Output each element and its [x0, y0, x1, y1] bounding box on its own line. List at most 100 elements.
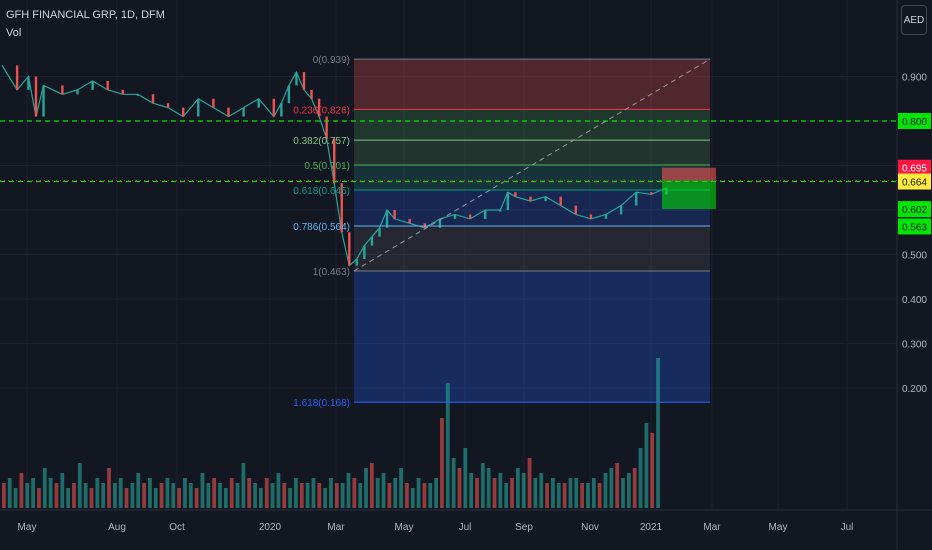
volume-bar: [54, 483, 59, 508]
candle: [340, 183, 343, 233]
fib-zone-0.786: [354, 226, 710, 271]
volume-bar: [229, 478, 234, 508]
volume-bar: [626, 473, 631, 508]
volume-bar: [334, 483, 339, 508]
y-tick-label: 0.400: [902, 295, 927, 306]
candle: [393, 210, 396, 219]
candle: [499, 210, 502, 212]
volume-bar: [136, 473, 141, 508]
volume-bar: [25, 483, 30, 508]
volume-bar: [200, 473, 205, 508]
volume-bar: [562, 483, 567, 508]
volume-bar: [346, 473, 351, 508]
candle: [363, 245, 366, 259]
candle: [370, 236, 374, 246]
volume-bar: [282, 483, 287, 508]
candle: [438, 218, 442, 228]
fib-label-0.786: 0.786(0.564): [293, 222, 350, 233]
volume-bar: [416, 478, 421, 508]
volume-bar: [212, 478, 217, 508]
volume-bar: [148, 478, 152, 508]
y-tick-label: 0.500: [902, 251, 927, 262]
volume-bar: [48, 478, 53, 508]
volume-bar: [153, 488, 158, 508]
volume-bar: [650, 433, 655, 508]
volume-bar: [656, 358, 660, 508]
candle: [227, 107, 230, 117]
volume-bar: [486, 468, 491, 508]
fib-zone-0: [354, 59, 710, 110]
volume-bar: [253, 483, 257, 508]
candle: [589, 214, 593, 219]
volume-bar: [31, 478, 35, 508]
candle: [197, 98, 200, 117]
volume-bar: [521, 473, 526, 508]
volume-bar: [218, 483, 222, 508]
candle: [15, 65, 19, 90]
fib-label-1: 1(0.463): [313, 267, 350, 278]
volume-bar: [305, 483, 310, 508]
volume-bar: [206, 483, 211, 508]
volume-bar: [568, 478, 573, 508]
volume-bar: [112, 483, 117, 508]
volume-bar: [142, 483, 146, 508]
candle: [42, 85, 45, 117]
volume-bar: [124, 488, 129, 508]
price-badge-label: 0.800: [902, 117, 927, 128]
volume-bar: [101, 483, 106, 508]
volume-bar: [159, 483, 164, 508]
price-badge: [898, 218, 931, 235]
volume-bar: [469, 473, 474, 508]
x-tick-label: May: [769, 522, 788, 533]
volume-bar: [574, 478, 579, 508]
fib-zone-0.236: [354, 109, 710, 141]
fib-label-0.618: 0.618(0.645): [293, 186, 350, 197]
volume-bar: [171, 483, 176, 508]
volume-bar: [410, 488, 415, 508]
price-badge: [898, 173, 931, 190]
volume-bar: [77, 463, 82, 508]
volume-bar: [130, 483, 135, 508]
fib-label-0.5: 0.5(0.701): [304, 161, 350, 172]
x-tick-label: Mar: [327, 522, 345, 533]
volume-bar: [615, 463, 620, 508]
volume-bar: [591, 478, 596, 508]
x-tick-label: Mar: [703, 522, 721, 533]
volume-bar: [42, 468, 47, 508]
volume-bar: [498, 473, 503, 508]
volume-bar: [515, 468, 520, 508]
volume-bar: [188, 483, 193, 508]
volume-bar: [235, 483, 240, 508]
volume-bar: [609, 468, 614, 508]
candle: [385, 210, 389, 228]
y-tick-label: 0.200: [902, 384, 927, 395]
candle: [121, 89, 124, 95]
candle: [257, 98, 260, 108]
candle: [544, 196, 547, 202]
volume-indicator-label[interactable]: Vol: [6, 27, 22, 39]
x-tick-label: May: [395, 522, 414, 533]
volume-bar: [533, 478, 538, 508]
price-badge-label: 0.695: [902, 164, 927, 175]
volume-bar: [72, 483, 76, 508]
fib-trend-line: [353, 58, 711, 272]
currency-button[interactable]: AED: [901, 5, 927, 35]
volume-bar: [492, 478, 497, 508]
volume-bar: [597, 483, 602, 508]
volume-bar: [183, 478, 187, 508]
fib-label-1.618: 1.618(0.168): [293, 398, 350, 409]
candle: [136, 94, 140, 96]
volume-bar: [545, 483, 549, 508]
symbol-title[interactable]: GFH FINANCIAL GRP, 1D, DFM: [6, 9, 165, 21]
volume-bar: [463, 448, 468, 508]
x-tick-label: May: [18, 522, 37, 533]
candle: [287, 85, 291, 104]
candle: [506, 192, 510, 210]
volume-bar: [632, 468, 637, 508]
volume-bar: [118, 478, 123, 508]
fib-zone-0.382: [354, 140, 710, 166]
y-tick-label: 0.300: [902, 340, 927, 351]
price-badge: [898, 201, 931, 218]
